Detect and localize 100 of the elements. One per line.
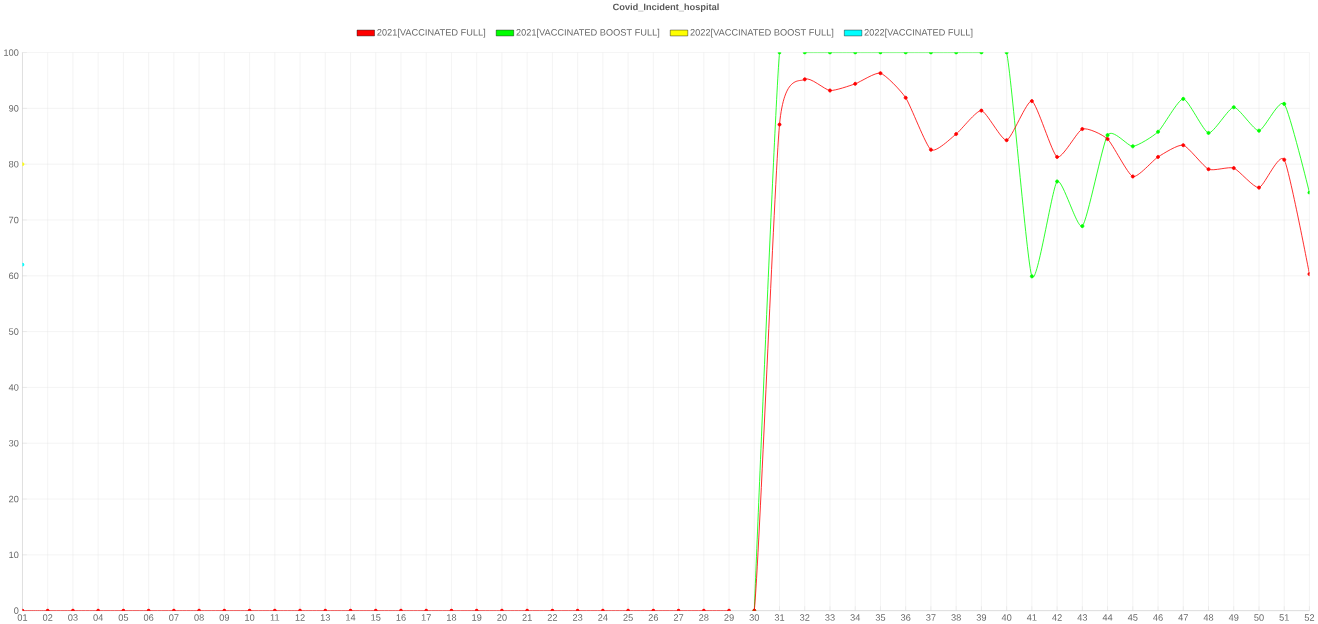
point: [1206, 130, 1211, 135]
y-tick-label: 70: [9, 216, 19, 224]
point: [1282, 157, 1287, 162]
point: [777, 122, 782, 127]
point: [903, 95, 908, 100]
point: [1181, 143, 1186, 148]
point: [1029, 274, 1034, 279]
point: [954, 131, 959, 136]
point: [1231, 166, 1236, 170]
x-tick-label: 11: [270, 614, 280, 621]
x-tick-label: 29: [724, 614, 734, 621]
point: [878, 71, 883, 76]
y-tick-label: 90: [9, 104, 19, 112]
x-tick-label: 26: [648, 614, 659, 621]
x-tick-label: 08: [194, 614, 204, 621]
x-tick-label: 25: [623, 614, 633, 621]
x-tick-label: 40: [1001, 614, 1012, 621]
point: [1282, 101, 1287, 106]
x-tick-label: 07: [169, 614, 179, 621]
x-tick-label: 16: [396, 614, 406, 621]
x-tick-label: 43: [1077, 614, 1088, 621]
x-tick-label: 44: [1102, 614, 1113, 621]
x-tick-label: 19: [472, 614, 482, 621]
y-tick-label: 60: [9, 272, 19, 279]
x-tick-label: 47: [1178, 614, 1188, 621]
point: [928, 147, 933, 152]
x-tick-label: 12: [295, 614, 305, 621]
x-tick-label: 34: [850, 614, 861, 621]
point: [828, 88, 832, 93]
legend-label: 2021[VACCINATED FULL]: [377, 28, 486, 38]
x-tick-label: 42: [1052, 614, 1062, 621]
x-tick-label: 04: [93, 614, 104, 621]
x-tick-label: 18: [447, 614, 457, 621]
point: [1055, 179, 1060, 184]
x-tick-label: 22: [547, 614, 558, 621]
x-tick-label: 52: [1304, 614, 1315, 621]
x-tick-label: 36: [900, 614, 911, 621]
point: [1257, 128, 1261, 133]
point: [1080, 224, 1085, 228]
chart-title: Covid_Incident_hospital: [612, 3, 719, 12]
point: [1156, 154, 1160, 159]
legend-label: 2022[VACCINATED FULL]: [864, 28, 973, 38]
point: [1080, 126, 1085, 131]
x-tick-label: 03: [68, 614, 78, 621]
legend-label: 2022[VACCINATED BOOST FULL]: [690, 28, 834, 38]
point: [1130, 144, 1135, 149]
y-tick-label: 40: [8, 384, 19, 391]
x-tick-label: 14: [346, 614, 356, 621]
x-tick-label: 24: [598, 614, 608, 621]
point: [1105, 137, 1110, 141]
x-tick-label: 10: [245, 614, 255, 621]
x-tick-label: 41: [1026, 614, 1037, 621]
point: [1029, 99, 1034, 103]
x-tick-label: 30: [749, 614, 760, 621]
point: [1206, 167, 1211, 172]
x-tick-label: 32: [799, 614, 810, 621]
point: [1156, 129, 1160, 134]
point: [1257, 185, 1261, 190]
x-tick-label: 50: [1254, 614, 1264, 621]
x-tick-label: 15: [371, 614, 381, 621]
x-tick-label: 01: [17, 614, 28, 621]
x-tick-label: 49: [1228, 614, 1239, 621]
x-tick-label: 23: [572, 614, 583, 621]
x-tick-label: 09: [219, 614, 230, 621]
x-tick-label: 21: [522, 614, 532, 621]
x-tick-label: 20: [497, 614, 507, 621]
y-tick-label: 100: [4, 49, 19, 56]
x-tick-label: 45: [1127, 614, 1138, 621]
y-tick-label: 10: [9, 551, 19, 558]
point: [1004, 138, 1009, 143]
legend-label: 2021[VACCINATED BOOST FULL]: [516, 28, 660, 38]
x-tick-label: 33: [825, 614, 835, 621]
y-tick-label: 80: [8, 160, 19, 168]
point: [853, 81, 858, 86]
x-tick-label: 31: [774, 614, 785, 621]
x-tick-label: 13: [320, 614, 331, 621]
x-tick-label: 05: [118, 614, 129, 621]
x-tick-label: 37: [926, 614, 936, 621]
x-tick-label: 17: [421, 614, 431, 621]
x-tick-label: 28: [699, 614, 709, 621]
point: [1055, 154, 1060, 159]
x-tick-label: 35: [875, 614, 886, 621]
point: [802, 77, 807, 82]
x-tick-label: 46: [1153, 614, 1163, 621]
x-tick-label: 39: [976, 614, 987, 621]
point: [1105, 133, 1110, 137]
x-tick-label: 02: [42, 614, 53, 621]
y-tick-label: 20: [9, 495, 19, 503]
point: [979, 108, 984, 113]
x-tick-label: 27: [673, 614, 684, 621]
x-tick-label: 38: [951, 614, 961, 621]
y-tick-label: 50: [8, 328, 19, 335]
x-tick-label: 06: [143, 614, 154, 621]
y-tick-label: 0: [14, 607, 19, 614]
x-tick-label: 51: [1279, 614, 1289, 621]
point: [1231, 105, 1236, 110]
point: [1130, 174, 1135, 179]
point: [1181, 96, 1186, 101]
x-tick-label: 48: [1203, 614, 1214, 621]
y-tick-label: 30: [8, 439, 19, 447]
